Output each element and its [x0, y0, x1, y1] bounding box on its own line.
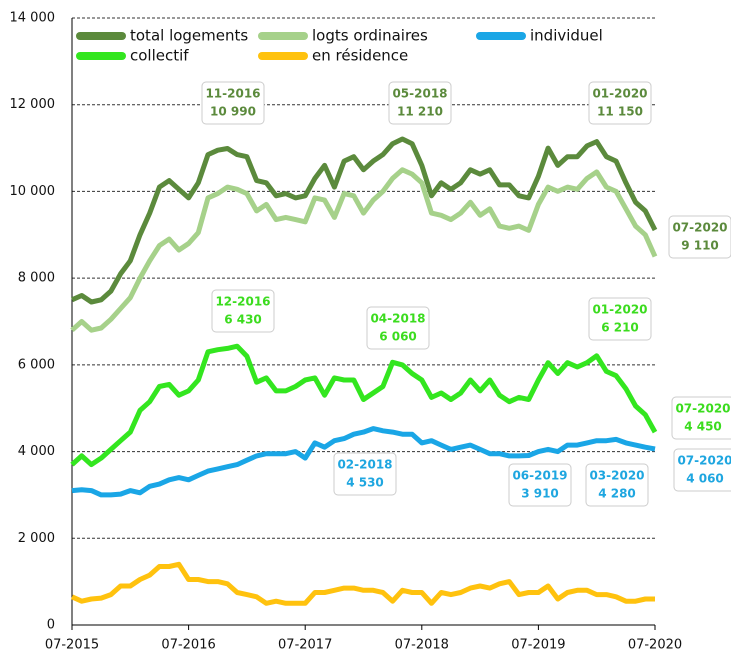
- series-line: [71, 426, 656, 498]
- series-line: [70, 343, 658, 468]
- callout-date: 07-2020: [672, 221, 727, 235]
- y-tick-label: 14 000: [10, 11, 56, 26]
- legend-label: en résidence: [312, 47, 408, 65]
- callout-box: [668, 215, 731, 259]
- callout-value: 11 210: [397, 105, 443, 119]
- callout-box: [508, 463, 572, 507]
- legend-label: logts ordinaires: [312, 27, 428, 45]
- callout-box: [585, 463, 649, 507]
- y-tick-label: 8 000: [18, 271, 55, 286]
- callout-date: 07-2020: [677, 454, 731, 468]
- callout-box: [333, 452, 397, 496]
- x-tick-label: 07-2019: [511, 638, 565, 653]
- callout-box: [211, 289, 275, 333]
- callout-date: 07-2020: [675, 402, 730, 416]
- x-tick-label: 07-2015: [45, 638, 99, 653]
- legend-label: collectif: [130, 47, 189, 65]
- y-tick-label: 12 000: [10, 97, 56, 112]
- x-tick-label: 07-2018: [395, 638, 449, 653]
- series-line: [70, 136, 658, 305]
- legend-label: total logements: [130, 27, 248, 45]
- callout-date: 04-2018: [370, 312, 425, 326]
- callout-value: 9 110: [681, 239, 719, 253]
- callout-date: 11-2016: [205, 87, 260, 101]
- callout-value: 4 530: [346, 476, 384, 490]
- callout-date: 06-2019: [512, 469, 567, 483]
- callout-value: 6 210: [601, 321, 639, 335]
- y-tick-label: 6 000: [18, 357, 55, 372]
- callout-date: 01-2020: [592, 87, 647, 101]
- callout-value: 6 430: [224, 313, 262, 327]
- callout-box: [366, 306, 430, 350]
- callout-date: 02-2018: [337, 458, 392, 472]
- x-tick-label: 07-2016: [161, 638, 215, 653]
- y-tick-label: 0: [47, 618, 55, 633]
- series-line: [70, 561, 655, 606]
- callout-box: [388, 81, 452, 125]
- callout-date: 03-2020: [589, 469, 644, 483]
- callout-value: 4 280: [598, 487, 636, 501]
- callout-value: 4 450: [684, 420, 722, 434]
- y-tick-label: 10 000: [10, 184, 56, 199]
- callout-box: [673, 448, 731, 492]
- series-line: [70, 167, 658, 333]
- legend-label: individuel: [530, 27, 603, 45]
- x-tick-label: 07-2020: [628, 638, 682, 653]
- callout-box: [588, 81, 652, 125]
- y-tick-label: 4 000: [18, 444, 55, 459]
- callout-value: 10 990: [210, 105, 256, 119]
- y-tick-label: 2 000: [18, 531, 55, 546]
- callout-date: 05-2018: [392, 87, 447, 101]
- callout-value: 6 060: [379, 330, 417, 344]
- callout-value: 4 060: [686, 472, 724, 486]
- callout-value: 11 150: [597, 105, 643, 119]
- callout-date: 12-2016: [215, 295, 270, 309]
- callout-date: 01-2020: [592, 303, 647, 317]
- callout-box: [201, 81, 265, 125]
- callout-box: [588, 297, 652, 341]
- callout-value: 3 910: [521, 487, 559, 501]
- x-tick-label: 07-2017: [278, 638, 332, 653]
- callout-box: [671, 396, 731, 440]
